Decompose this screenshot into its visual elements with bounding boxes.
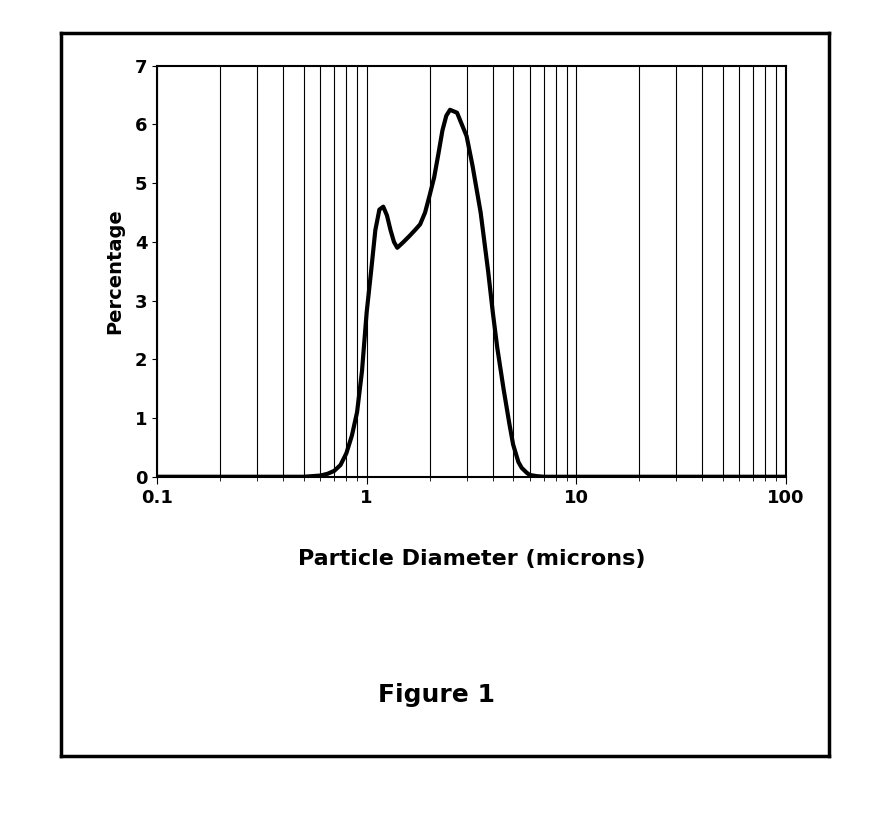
Text: Figure 1: Figure 1 <box>378 682 495 707</box>
Text: Particle Diameter (microns): Particle Diameter (microns) <box>298 549 645 569</box>
Y-axis label: Percentage: Percentage <box>105 209 124 334</box>
